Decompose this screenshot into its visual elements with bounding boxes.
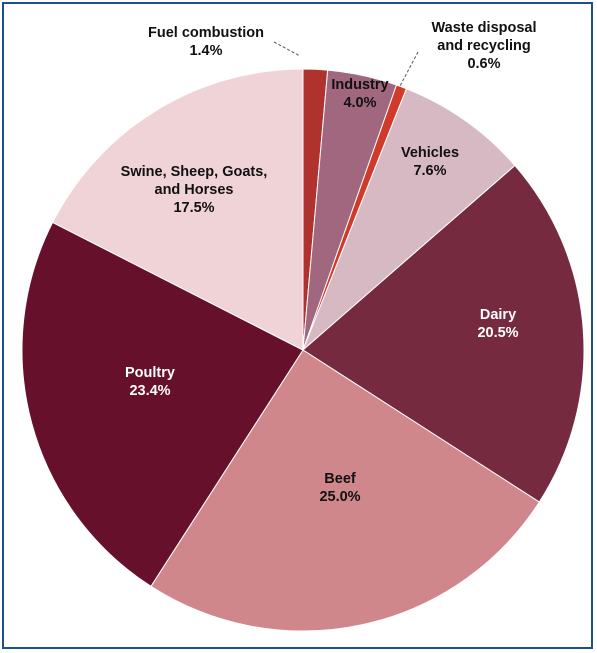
pie-slices	[21, 68, 585, 632]
leader-line-fuel	[273, 41, 301, 57]
slice-name-vehicles: Vehicles	[401, 145, 459, 161]
pie-slice-poultry	[21, 221, 304, 587]
slice-value-swine: 17.5%	[173, 200, 214, 216]
slice-name-poultry: Poultry	[125, 365, 175, 381]
slice-label-industry: Industry 4.0%	[331, 77, 388, 111]
slice-name-waste: and recycling	[437, 38, 530, 54]
slice-name-swine: Swine, Sheep, Goats,	[121, 164, 268, 180]
pie-slice-dairy	[302, 164, 585, 503]
slice-name-fuel: Fuel combustion	[148, 25, 264, 41]
pie-slice-vehicles	[302, 88, 516, 351]
slice-value-waste: 0.6%	[467, 56, 500, 72]
slice-label-poultry: Poultry 23.4%	[125, 365, 175, 399]
slice-value-dairy: 20.5%	[477, 325, 518, 341]
slice-label-dairy: Dairy 20.5%	[477, 307, 518, 341]
slice-label-vehicles: Vehicles 7.6%	[401, 145, 459, 179]
pie-slice-swine	[51, 68, 304, 351]
leader-line-waste	[399, 51, 419, 87]
slice-value-beef: 25.0%	[319, 489, 360, 505]
slice-name-swine: and Horses	[155, 182, 234, 198]
slice-value-vehicles: 7.6%	[413, 163, 446, 179]
pie-slice-beef	[150, 349, 540, 632]
slice-value-industry: 4.0%	[343, 95, 376, 111]
slice-name-beef: Beef	[324, 471, 356, 487]
slice-label-swine: Swine, Sheep, Goats, and Horses 17.5%	[121, 164, 268, 216]
slice-name-industry: Industry	[331, 77, 388, 93]
slice-value-poultry: 23.4%	[129, 383, 170, 399]
slice-label-beef: Beef 25.0%	[319, 471, 360, 505]
slice-name-dairy: Dairy	[480, 307, 516, 323]
slice-label-waste: Waste disposal and recycling 0.6%	[431, 20, 536, 72]
slice-label-fuel: Fuel combustion 1.4%	[148, 25, 264, 59]
slice-value-fuel: 1.4%	[189, 43, 222, 59]
slice-name-waste: Waste disposal	[431, 20, 536, 36]
pie-labels: Fuel combustion 1.4% Industry 4.0% Waste dis…	[121, 20, 537, 505]
